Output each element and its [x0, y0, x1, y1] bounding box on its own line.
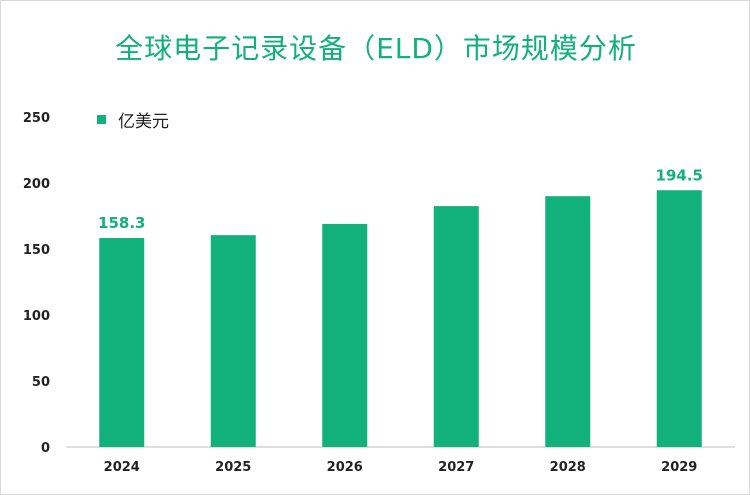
- x-tick-label: 2029: [661, 460, 697, 475]
- x-tick-label: 2026: [327, 460, 363, 475]
- data-label: 158.3: [98, 214, 145, 232]
- chart-title: 全球电子记录设备（ELD）市场规模分析: [115, 32, 637, 65]
- y-tick-label: 200: [23, 177, 50, 192]
- legend-label: 亿美元: [118, 112, 169, 132]
- x-tick-label: 2027: [438, 460, 474, 475]
- y-tick-label: 100: [23, 309, 50, 324]
- x-tick-label: 2028: [550, 460, 586, 475]
- y-tick-label: 0: [41, 441, 50, 456]
- y-tick-label: 50: [32, 375, 50, 390]
- bar: [322, 223, 368, 447]
- x-tick-label: 2025: [215, 460, 251, 475]
- bar: [99, 238, 145, 447]
- bar: [656, 190, 702, 447]
- bar: [433, 206, 479, 447]
- legend-swatch: [97, 115, 106, 124]
- data-label: 194.5: [656, 166, 703, 184]
- legend: 亿美元: [97, 107, 169, 132]
- x-tick-label: 2024: [104, 460, 140, 475]
- bar: [210, 235, 256, 447]
- bar: [545, 196, 591, 447]
- y-tick-label: 250: [23, 111, 50, 126]
- y-tick-label: 150: [23, 243, 50, 258]
